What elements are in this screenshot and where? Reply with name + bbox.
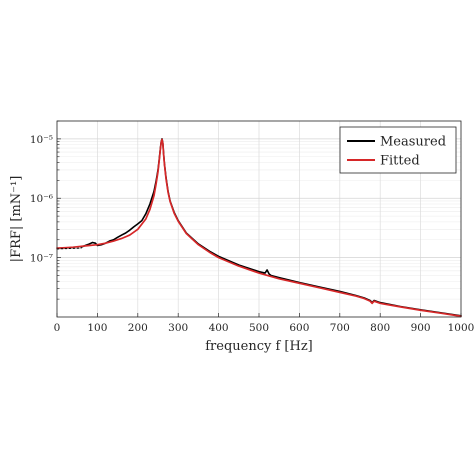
x-tick-label: 1000: [448, 322, 474, 334]
y-axis-label: |FRF| [mN⁻¹]: [9, 176, 24, 263]
y-tick-labels: 10⁻⁷ 10⁻⁶ 10⁻⁵: [30, 134, 53, 265]
x-tick-label: 200: [128, 322, 148, 334]
x-axis-label: frequency f [Hz]: [205, 339, 313, 354]
legend-label-measured: Measured: [380, 135, 446, 150]
x-tick-labels: 0 100 200 300 400 500 600 700 800 900 1000: [54, 322, 474, 334]
x-tick-label: 400: [209, 322, 229, 334]
x-tick-label: 800: [370, 322, 390, 334]
series-line-fitted: [56, 138, 462, 318]
x-tick-label: 100: [87, 322, 107, 334]
ticks: [56, 120, 462, 317]
x-tick-label: 700: [330, 322, 350, 334]
x-tick-label: 600: [289, 322, 309, 334]
y-tick-label: 10⁻⁶: [30, 193, 53, 205]
extrapolated-line: [56, 247, 82, 250]
x-tick-label: 900: [411, 322, 431, 334]
x-tick-label: 500: [249, 322, 269, 334]
legend-label-fitted: Fitted: [380, 154, 420, 169]
legend-box: [339, 126, 457, 174]
y-tick-label: 10⁻⁷: [30, 253, 53, 265]
legend: Measured Fitted: [339, 126, 457, 174]
y-tick-label: 10⁻⁵: [30, 134, 53, 146]
x-tick-label: 0: [54, 322, 61, 334]
series-layer: [56, 138, 462, 318]
x-tick-label: 300: [168, 322, 188, 334]
